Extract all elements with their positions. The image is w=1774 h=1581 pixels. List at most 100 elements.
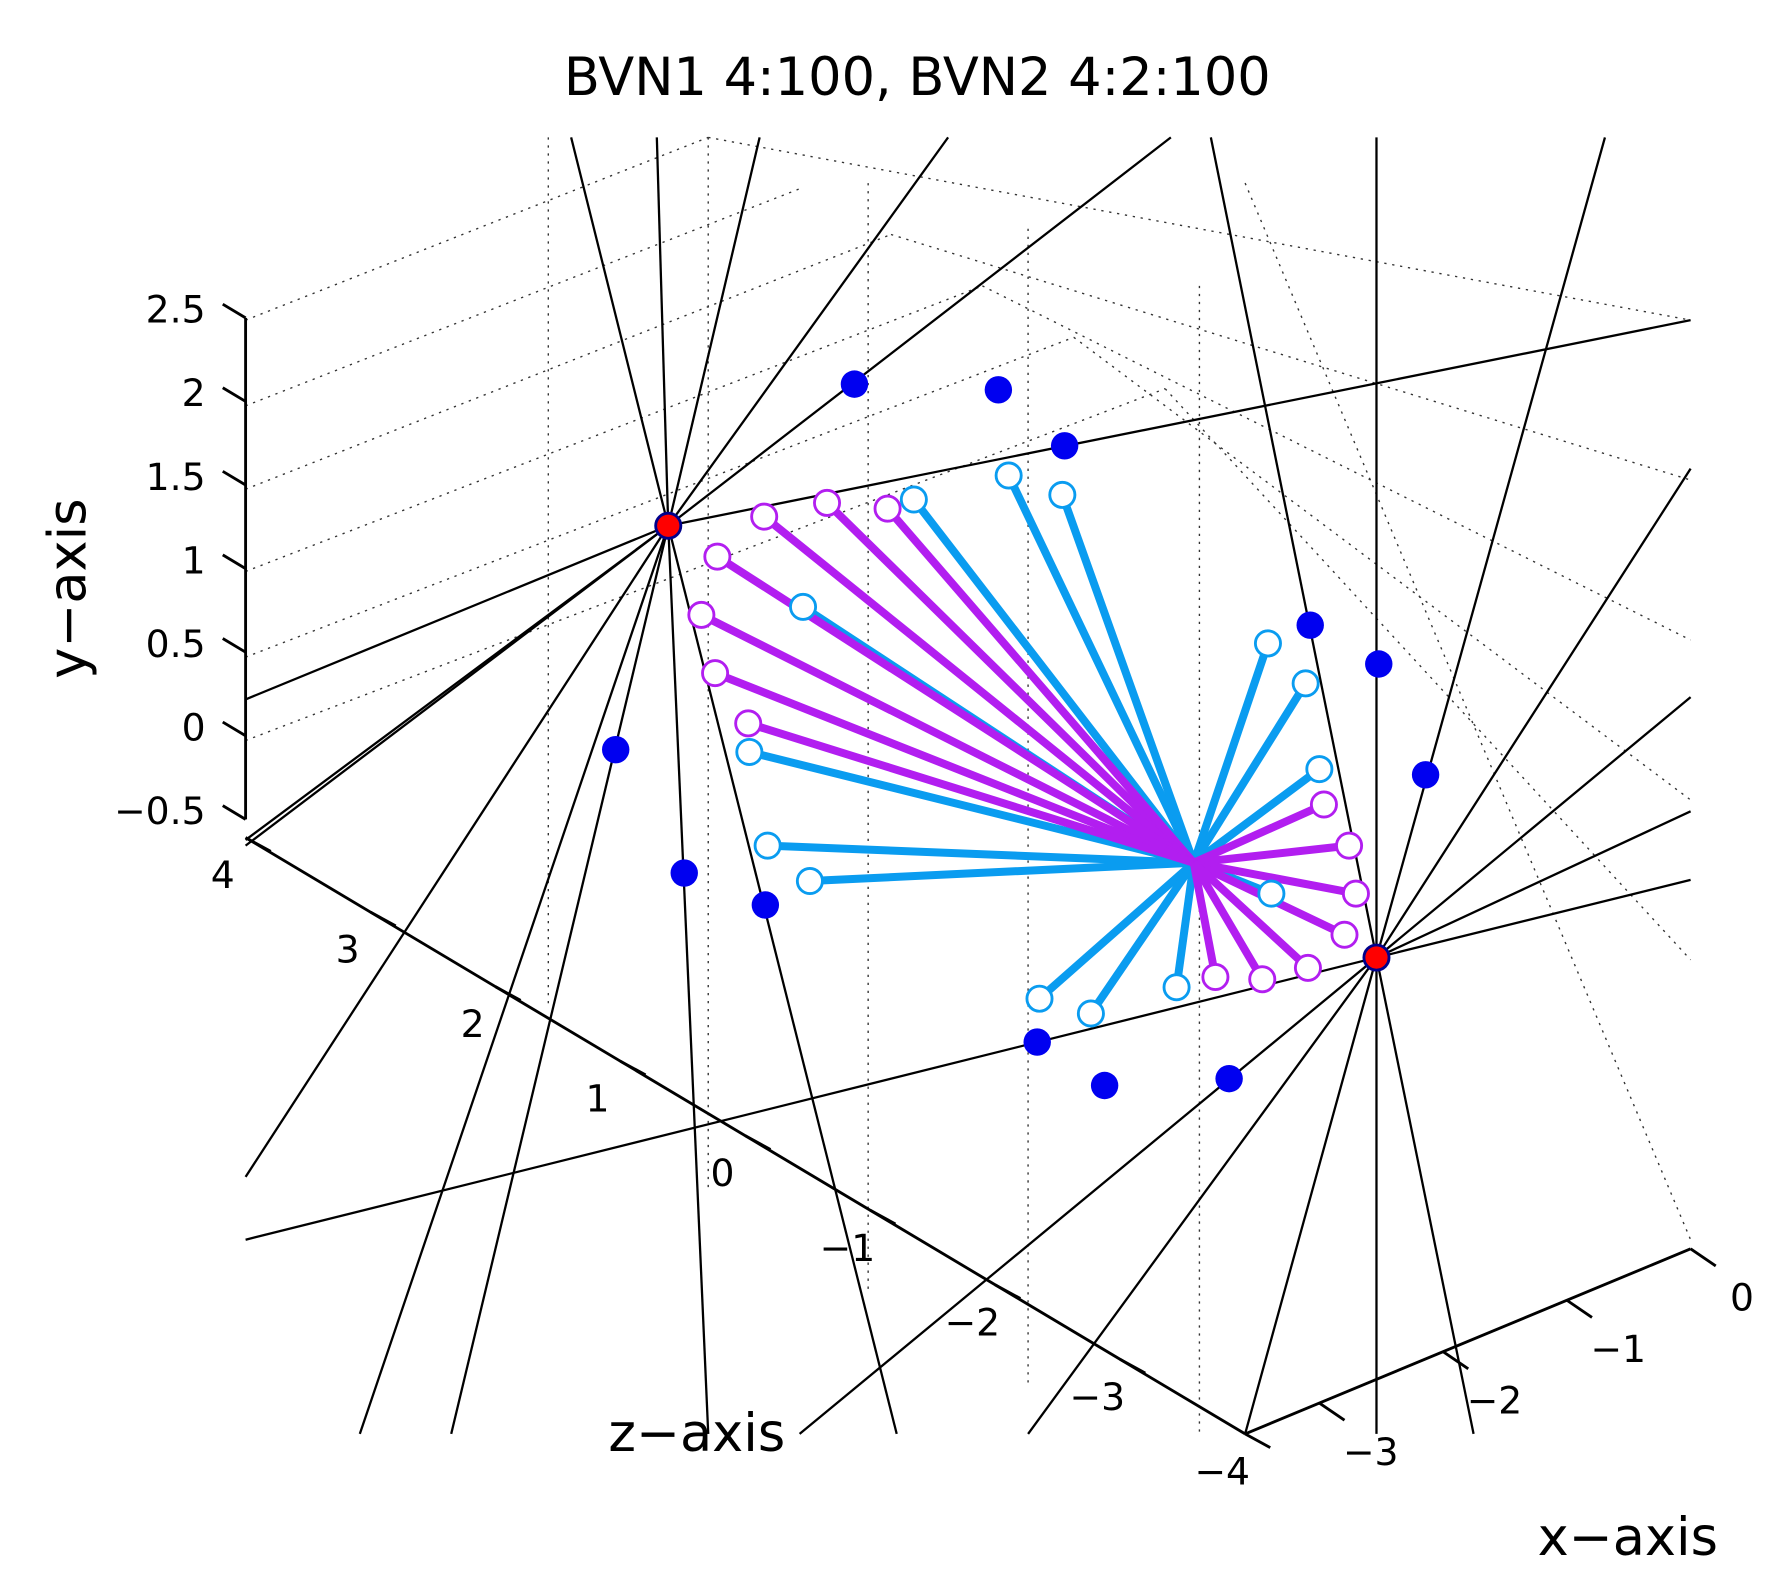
z-tick-label: 2 <box>461 1002 485 1046</box>
spoke <box>1087 860 1198 1016</box>
grid-line <box>245 136 709 321</box>
z-tick <box>494 985 522 1002</box>
spoke <box>747 719 1195 867</box>
filled-point <box>840 370 869 398</box>
z-tick-label: −2 <box>945 1300 1001 1344</box>
open-point <box>1048 480 1077 509</box>
ray <box>245 956 1377 1241</box>
x-tick <box>1442 1350 1470 1370</box>
z-axis-label: z−axis <box>608 1403 785 1464</box>
axis-line <box>244 836 1246 1436</box>
ray <box>798 956 1378 1435</box>
z-tick-label: −4 <box>1194 1449 1250 1493</box>
z-tick-label: 3 <box>336 928 360 972</box>
spoke <box>761 513 1197 866</box>
spoke <box>1005 473 1198 865</box>
z-tick <box>244 836 272 853</box>
grid-line <box>245 188 800 407</box>
open-point <box>1253 629 1282 658</box>
open-point <box>813 488 842 517</box>
open-point <box>1291 669 1320 698</box>
y-tick <box>222 386 247 403</box>
z-tick-label: 1 <box>586 1077 610 1121</box>
ray <box>358 525 670 1435</box>
plot-area: −0.5 0 0.5 1 1.5 2 2.5 −4 −3 −2 −1 0 1 2 3 4 −3 −2 −1 0 <box>114 136 1754 1493</box>
spoke <box>884 506 1197 866</box>
open-point <box>1309 790 1338 819</box>
spoke <box>767 841 1194 867</box>
open-point <box>703 542 732 571</box>
open-point <box>994 461 1023 490</box>
filled-point <box>1023 1028 1051 1056</box>
y-tick-label: 0.5 <box>146 622 206 666</box>
open-point <box>687 600 716 629</box>
filled-point <box>1411 761 1440 789</box>
y-tick <box>222 804 247 821</box>
spoke <box>1058 493 1198 865</box>
x-tick-label: −1 <box>1590 1327 1646 1371</box>
spoke <box>910 497 1197 866</box>
ray <box>668 319 1691 527</box>
ray <box>1375 810 1692 959</box>
ray <box>667 137 761 527</box>
ray <box>1375 957 1475 1435</box>
ray <box>655 137 670 526</box>
filled-point <box>601 735 630 764</box>
y-tick-label: −0.5 <box>114 789 206 833</box>
z-tick-label: −1 <box>820 1226 876 1270</box>
y-tick-label: 2.5 <box>146 288 206 332</box>
ray <box>1209 137 1378 958</box>
filled-point <box>1296 611 1324 639</box>
y-tick-label: 1.5 <box>146 455 206 499</box>
open-point <box>1335 831 1364 860</box>
x-tick <box>1318 1401 1346 1422</box>
spoke <box>809 858 1194 886</box>
z-tick-label: −3 <box>1070 1375 1126 1419</box>
ray <box>1027 956 1378 1435</box>
z-tick <box>744 1134 772 1151</box>
source-point <box>1362 943 1391 972</box>
ray <box>1376 878 1691 959</box>
y-axis-label: y−axis <box>37 498 98 678</box>
filled-point <box>751 891 780 919</box>
z-tick <box>994 1283 1022 1300</box>
spoke <box>1189 862 1220 978</box>
spoke <box>1191 765 1322 866</box>
open-point <box>1201 962 1230 991</box>
open-point <box>753 831 782 860</box>
y-tick-label: 1 <box>182 538 206 582</box>
grid-line <box>1073 336 1692 801</box>
open-point <box>1076 999 1105 1028</box>
x-tick-label: −3 <box>1343 1430 1399 1474</box>
spoke <box>1190 681 1310 865</box>
y-tick-label: 2 <box>182 371 206 415</box>
open-point <box>1305 755 1334 784</box>
filled-point <box>1365 650 1393 678</box>
ray <box>1375 137 1607 958</box>
filled-point <box>670 859 698 887</box>
spoke <box>748 748 1195 867</box>
filled-point <box>1050 432 1079 460</box>
open-point <box>789 592 818 621</box>
spoke <box>1192 858 1357 898</box>
x-tick <box>1566 1299 1593 1319</box>
z-tick-label: 0 <box>711 1151 735 1195</box>
open-point <box>735 737 764 766</box>
open-point <box>899 485 928 514</box>
open-point <box>1341 879 1370 908</box>
y-tick <box>222 553 247 570</box>
grid-line <box>1164 388 1692 961</box>
spoke <box>1191 859 1311 971</box>
z-tick <box>1119 1358 1146 1375</box>
spoke <box>824 500 1197 866</box>
open-point <box>1257 879 1286 908</box>
ray <box>1244 957 1378 1435</box>
open-point <box>795 867 824 896</box>
filled-point <box>984 376 1013 404</box>
open-point <box>734 709 763 738</box>
x-tick-label: −2 <box>1467 1379 1523 1423</box>
ray <box>667 525 710 1434</box>
chart-title: BVN1 4:100, BVN2 4:2:100 <box>564 47 1271 108</box>
z-tick <box>619 1059 647 1077</box>
